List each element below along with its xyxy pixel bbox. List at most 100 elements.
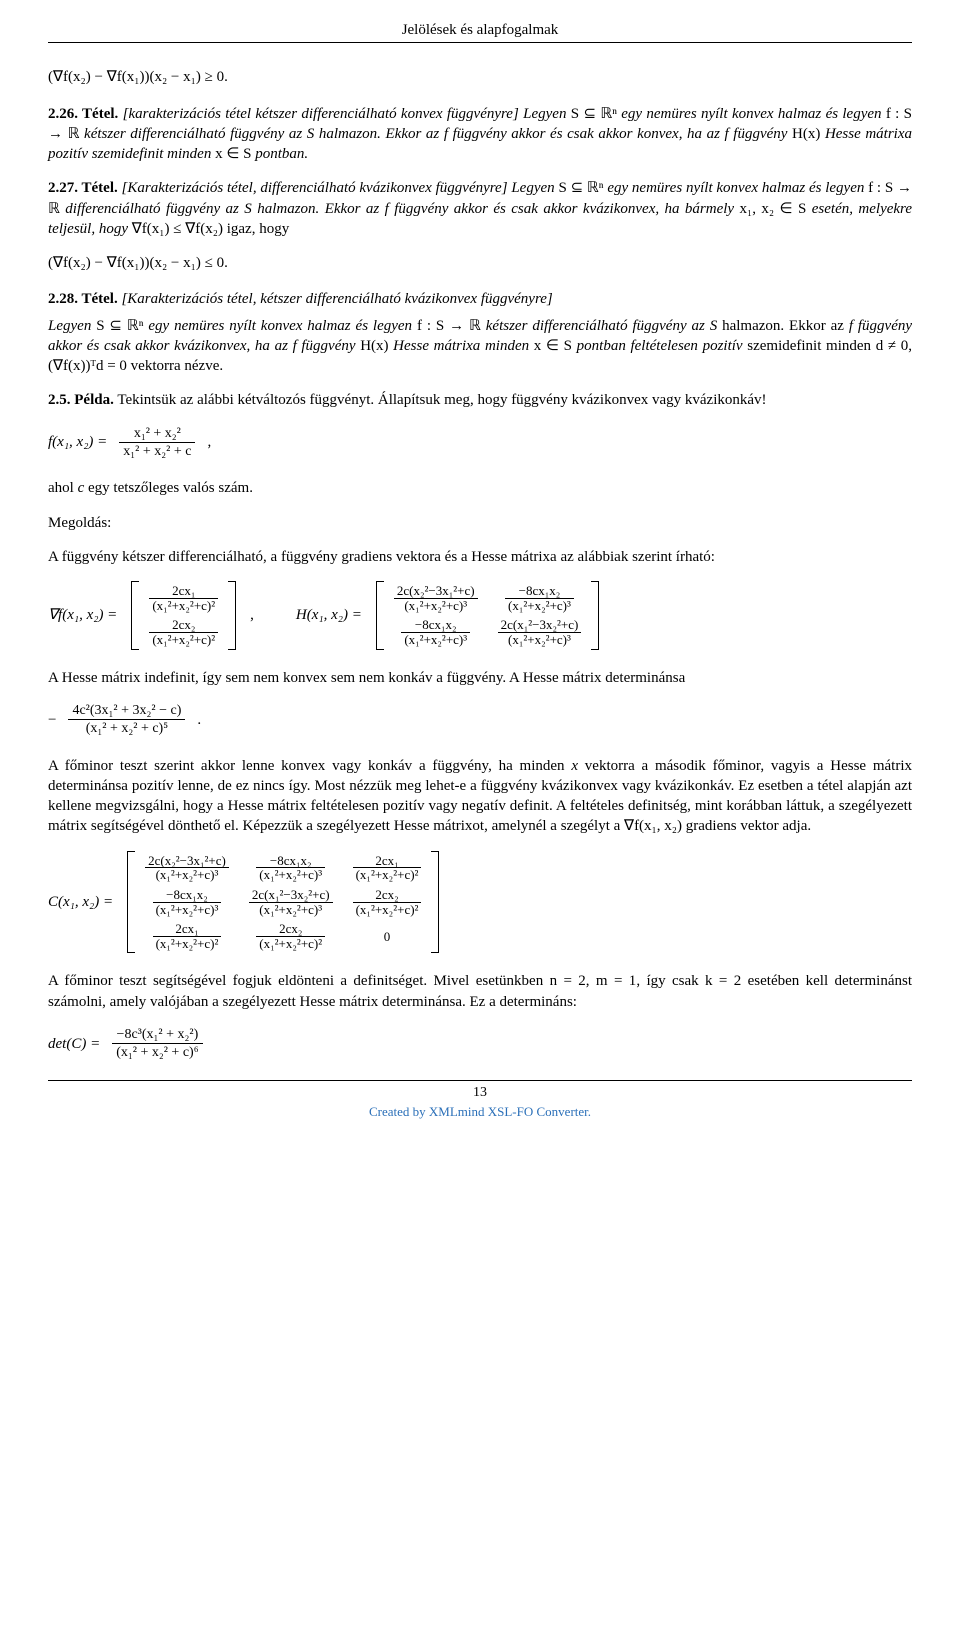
math-inline: H(x) <box>792 126 820 142</box>
eq-grad-diff-le0: (∇f(x₂) − ∇f(x₁))(x₂ − x₁) ≤ 0. <box>48 253 912 273</box>
denominator: (x₁²+x₂²+c)² <box>149 599 218 613</box>
eq-lhs: H(x₁, x₂) = <box>296 605 362 625</box>
text: függvény <box>297 338 360 354</box>
text: Legyen <box>519 106 571 122</box>
eq-detC: det(C) = −8c³(x₁² + x₂²) (x₁² + x₂² + c)… <box>48 1026 912 1062</box>
denominator: (x₁² + x₂² + c)⁵ <box>68 720 185 737</box>
eq-lhs: f(x₁, x₂) = <box>48 432 107 452</box>
theorem-title: [Karakterizációs tétel, differenciálható… <box>122 180 508 196</box>
math-inline: x <box>571 758 578 774</box>
text: Legyen <box>508 180 559 196</box>
denominator: (x₁²+x₂²+c)³ <box>401 633 470 647</box>
denominator: (x₁²+x₂²+c)³ <box>249 903 333 917</box>
math-inline: S ⊆ ℝⁿ <box>571 106 617 122</box>
text: Hesse mátrixa minden <box>389 338 534 354</box>
text: kétszer differenciálható függvény az <box>79 126 306 142</box>
generator-credit: Created by XMLmind XSL-FO Converter. <box>369 1104 591 1119</box>
numerator: 2cx₂ <box>353 888 422 903</box>
denominator: (x₁²+x₂²+c)³ <box>498 633 582 647</box>
theorem-title: [Karakterizációs tétel, kétszer differen… <box>121 291 552 307</box>
denominator: (x₁²+x₂²+c)³ <box>153 903 222 917</box>
numerator: 2c(x₁²−3x₂²+c) <box>498 618 582 633</box>
text: halmazon. Ekkor az <box>252 201 385 217</box>
numerator: −8c³(x₁² + x₂²) <box>112 1026 202 1044</box>
denominator: (x₁² + x₂² + c)⁶ <box>112 1044 202 1061</box>
text: függvény akkor és csak akkor kvázikonvex… <box>389 201 740 217</box>
text: differenciálható függvény az <box>60 201 244 217</box>
text: pontban. <box>252 146 309 162</box>
math-inline: ∇f(x₁) ≤ ∇f(x₂) <box>132 221 223 237</box>
text: Tekintsük az alábbi kétváltozós függvény… <box>114 392 767 408</box>
text: egy nemüres nyílt konvex halmaz és legye… <box>144 318 417 334</box>
gradient-vector: 2cx₁(x₁²+x₂²+c)² 2cx₂(x₁²+x₂²+c)² <box>131 581 236 650</box>
eq-lhs: C(x₁, x₂) = <box>48 892 113 912</box>
text: szemidefinit minden <box>747 338 875 354</box>
text: . <box>197 710 201 730</box>
fraction: 4c²(3x₁² + 3x₂² − c) (x₁² + x₂² + c)⁵ <box>66 702 187 738</box>
theorem-2-26: 2.26. Tétel. [karakterizációs tétel kéts… <box>48 104 912 165</box>
text: függvény akkor és csak akkor konvex, ha … <box>448 126 725 142</box>
p-gradient-intro: A függvény kétszer differenciálható, a f… <box>48 547 912 567</box>
eq-lhs: det(C) = <box>48 1034 100 1054</box>
numerator: 4c²(3x₁² + 3x₂² − c) <box>68 702 185 720</box>
denominator: (x₁²+x₂²+c)³ <box>256 868 325 882</box>
denominator: x₁² + x₂² + c <box>119 443 195 460</box>
text: Legyen <box>48 318 96 334</box>
text: egy nemüres nyílt konvex halmaz és legye… <box>604 180 869 196</box>
theorem-2-27: 2.27. Tétel. [Karakterizációs tétel, dif… <box>48 178 912 239</box>
hessian-matrix: 2c(x₂²−3x₁²+c)(x₁²+x₂²+c)³ −8cx₁x₂(x₁²+x… <box>376 581 599 650</box>
numerator: 2cx₂ <box>256 922 325 937</box>
numerator: 2c(x₂²−3x₁²+c) <box>145 854 229 869</box>
theorem-2-28-heading: 2.28. Tétel. [Karakterizációs tétel, két… <box>48 289 912 309</box>
numerator: 2cx₁ <box>153 922 222 937</box>
eq-C-matrix: C(x₁, x₂) = 2c(x₂²−3x₁²+c) (x₁²+x₂²+c)³ −… <box>48 851 912 954</box>
lead-minus: − <box>48 710 56 730</box>
eq-f-definition: f(x₁, x₂) = x₁² + x₂² x₁² + x₂² + c , <box>48 425 912 461</box>
text: függvény <box>729 126 792 142</box>
ahol-line: ahol c egy tetszőleges valós szám. <box>48 478 912 498</box>
header-rule <box>48 42 912 43</box>
text: vektorra nézve. <box>127 358 223 374</box>
math-inline: S ⊆ ℝⁿ <box>558 180 603 196</box>
footer-rule <box>48 1080 912 1081</box>
theorem-2-28-body: Legyen S ⊆ ℝⁿ egy nemüres nyílt konvex h… <box>48 316 912 377</box>
numerator: 2c(x₁²−3x₂²+c) <box>249 888 333 903</box>
denominator: (x₁²+x₂²+c)² <box>256 937 325 951</box>
text: A főminor teszt szerint akkor lenne konv… <box>48 758 571 774</box>
math-inline: S <box>244 201 252 217</box>
math-inline: k = 2 <box>705 973 741 989</box>
math-inline: S ⊆ ℝⁿ <box>96 318 143 334</box>
fraction: x₁² + x₂² x₁² + x₂² + c <box>117 425 197 461</box>
numerator: 2cx₁ <box>149 584 218 599</box>
denominator: (x₁²+x₂²+c)³ <box>394 599 478 613</box>
separator: , <box>250 605 254 625</box>
math-inline: x₁, x₂ ∈ S <box>740 201 807 217</box>
text: halmazon. Ekkor az <box>717 318 849 334</box>
text: pontban feltételesen pozitív <box>572 338 747 354</box>
theorem-label: 2.28. Tétel. <box>48 291 118 307</box>
theorem-label: 2.27. Tétel. <box>48 180 118 196</box>
theorem-label: 2.26. Tétel. <box>48 106 118 122</box>
denominator: (x₁²+x₂²+c)³ <box>505 599 574 613</box>
eq-hessian-determinant: − 4c²(3x₁² + 3x₂² − c) (x₁² + x₂² + c)⁵ … <box>48 702 912 738</box>
eq-lhs: ∇f(x₁, x₂) = <box>48 605 117 625</box>
fraction: −8c³(x₁² + x₂²) (x₁² + x₂² + c)⁶ <box>110 1026 204 1062</box>
numerator: 2cx₂ <box>149 618 218 633</box>
numerator: −8cx₁x₂ <box>153 888 222 903</box>
text: igaz, hogy <box>223 221 289 237</box>
math-inline: H(x) <box>360 338 388 354</box>
math-inline: ∇f(x₁, x₂) <box>624 818 682 834</box>
text: halmazon. Ekkor az <box>314 126 444 142</box>
matrix-cell: 0 <box>343 919 432 953</box>
eq-gradient-and-hessian: ∇f(x₁, x₂) = 2cx₁(x₁²+x₂²+c)² 2cx₂ (x₁²+x… <box>48 581 912 650</box>
text: , így csak <box>636 973 705 989</box>
text: gradiens vektor adja. <box>682 818 811 834</box>
text: egy nemüres nyílt konvex halmaz és legye… <box>617 106 886 122</box>
page-number: 13 <box>48 1084 912 1103</box>
example-2-5: 2.5. Példa. Tekintsük az alábbi kétválto… <box>48 390 912 410</box>
text: egy tetszőleges valós szám. <box>84 480 253 496</box>
math-inline: x ∈ S <box>534 338 572 354</box>
math-inline: x ∈ S <box>215 146 251 162</box>
numerator: 2c(x₂²−3x₁²+c) <box>394 584 478 599</box>
example-label: 2.5. Példa. <box>48 392 114 408</box>
